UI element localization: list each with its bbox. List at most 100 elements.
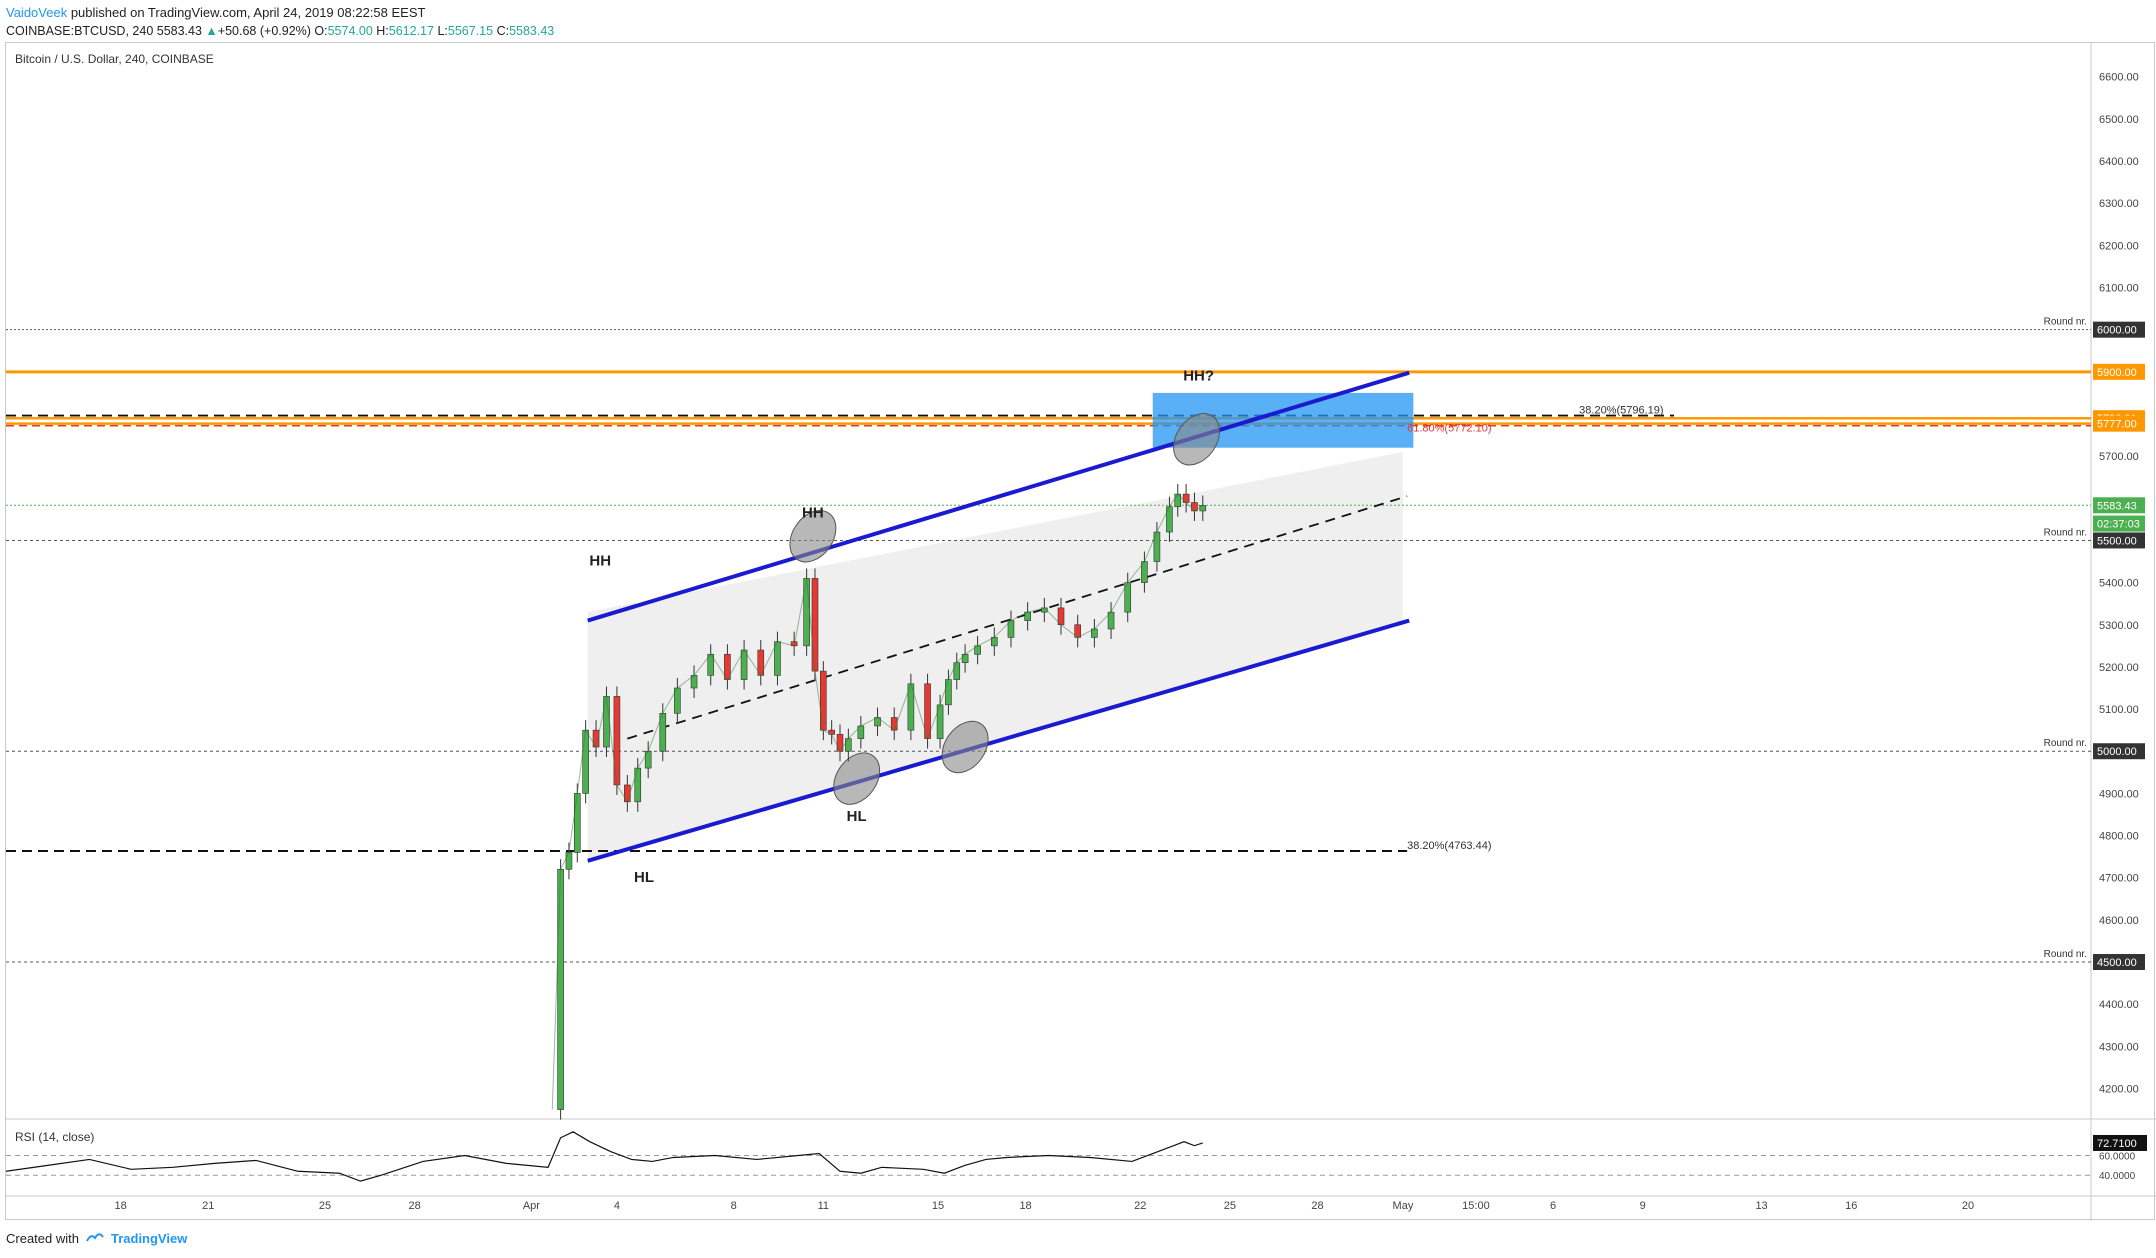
- y-tick-10: 5400.00: [2099, 578, 2139, 590]
- y-tick-16: 6500.00: [2099, 114, 2139, 126]
- price-line: [551, 493, 1204, 1110]
- ohlc-row: COINBASE:BTCUSD, 240 5583.43 ▲+50.68 (+0…: [6, 22, 554, 40]
- chart-canvas[interactable]: HH HH HH? HL HL 38.20%(5796.19) 61.80%(5772.10…: [6, 43, 2156, 1221]
- y-tick-2: 4400.00: [2099, 999, 2139, 1011]
- pattern-label-2: HH?: [1183, 367, 1214, 384]
- x-tick-6: 8: [731, 1200, 737, 1212]
- fib-label-2: 38.20%(4763.44): [1407, 840, 1491, 852]
- y-tick-8: 5200.00: [2099, 662, 2139, 674]
- x-tick-14: 15:00: [1462, 1200, 1490, 1212]
- price-badge-text-1: 5900.00: [2097, 367, 2137, 379]
- x-tick-16: 9: [1640, 1200, 1646, 1212]
- created-with-text: Created with: [6, 1231, 79, 1246]
- rsi-current-text: 72.7100: [2097, 1138, 2137, 1150]
- x-tick-1: 21: [202, 1200, 214, 1212]
- rsi-tick-1: 60.0000: [2099, 1152, 2136, 1163]
- open-value: 5574.00: [327, 24, 373, 38]
- y-tick-11: 5700.00: [2099, 451, 2139, 463]
- y-tick-17: 6600.00: [2099, 72, 2139, 84]
- low-label: L:: [437, 24, 448, 38]
- x-tick-2: 25: [319, 1200, 331, 1212]
- y-tick-9: 5300.00: [2099, 620, 2139, 632]
- round-label-2: Round nr.: [2044, 738, 2087, 749]
- price-badge-text-0: 6000.00: [2097, 325, 2137, 337]
- x-tick-11: 25: [1224, 1200, 1236, 1212]
- price-badge-6: [2093, 532, 2145, 549]
- x-tick-19: 20: [1962, 1200, 1974, 1212]
- close-value: 5583.43: [509, 24, 555, 38]
- published-text: published on TradingView.com, April 24, …: [70, 5, 426, 20]
- pattern-label-0: HH: [589, 553, 611, 570]
- x-tick-17: 13: [1755, 1200, 1767, 1212]
- candle-3: [573, 793, 581, 853]
- price-badge-text-3: 5777.00: [2097, 419, 2137, 431]
- tradingview-brand[interactable]: TradingView: [110, 1231, 188, 1246]
- x-tick-0: 18: [115, 1200, 127, 1212]
- swing-circle-0: [789, 510, 837, 563]
- round-label-0: Round nr.: [2044, 317, 2087, 328]
- candle-1: [557, 868, 564, 1110]
- y-tick-7: 5100.00: [2099, 704, 2139, 716]
- rsi-current-badge: [2093, 1134, 2147, 1151]
- y-tick-6: 4900.00: [2099, 788, 2139, 800]
- y-tick-1: 4300.00: [2099, 1041, 2139, 1053]
- price-badge-text-5: 02:37:03: [2097, 519, 2140, 531]
- y-tick-15: 6400.00: [2099, 156, 2139, 168]
- price-badge-0: [2093, 321, 2145, 338]
- tradingview-logo-icon: [85, 1231, 105, 1246]
- pattern-label-4: HL: [847, 808, 867, 825]
- x-tick-18: 16: [1845, 1200, 1857, 1212]
- pattern-label-3: HL: [634, 869, 654, 886]
- author-link[interactable]: VaidoVeek: [6, 5, 68, 20]
- price-badge-1: [2093, 363, 2145, 380]
- candle-22: [820, 670, 827, 731]
- price-badge-text-7: 5000.00: [2097, 746, 2137, 758]
- up-arrow-icon: ▲: [205, 24, 218, 38]
- y-tick-13: 6200.00: [2099, 240, 2139, 252]
- candle-49: [1182, 493, 1190, 503]
- y-tick-14: 6300.00: [2099, 198, 2139, 210]
- channel-upper-line: [587, 370, 1410, 623]
- price-badge-text-8: 4500.00: [2097, 957, 2137, 969]
- y-tick-0: 4200.00: [2099, 1083, 2139, 1095]
- candle-7: [613, 696, 621, 786]
- last-price: 5583.43: [156, 24, 202, 38]
- candle-33: [953, 662, 961, 680]
- price-badge-4: [2093, 497, 2145, 514]
- fib-label-0: 38.20%(5796.19): [1579, 405, 1663, 417]
- candle-34: [961, 653, 969, 664]
- x-tick-9: 18: [1019, 1200, 1031, 1212]
- round-label-3: Round nr.: [2044, 949, 2087, 960]
- swing-circle-1: [833, 752, 881, 805]
- y-tick-4: 4700.00: [2099, 873, 2139, 885]
- candle-6: [603, 696, 610, 748]
- swing-circle-3: [1173, 413, 1220, 466]
- high-value: 5612.17: [388, 24, 434, 38]
- low-value: 5567.15: [447, 24, 494, 38]
- rsi-line: [6, 1131, 1203, 1182]
- x-tick-10: 22: [1134, 1200, 1146, 1212]
- candle-2: [565, 852, 573, 870]
- candle-25: [845, 738, 852, 752]
- chart-header: VaidoVeek published on TradingView.com, …: [6, 4, 554, 40]
- price-badge-5: [2093, 515, 2145, 532]
- price-badge-text-4: 5583.43: [2097, 500, 2137, 512]
- candle-32: [945, 679, 952, 706]
- x-tick-7: 11: [818, 1200, 829, 1212]
- close-label: C:: [496, 24, 510, 38]
- price-badge-text-6: 5500.00: [2097, 535, 2137, 547]
- x-tick-12: 28: [1311, 1200, 1323, 1212]
- pattern-label-1: HH: [802, 504, 824, 521]
- round-label-1: Round nr.: [2044, 527, 2087, 538]
- chart-frame[interactable]: HH HH HH? HL HL 38.20%(5796.19) 61.80%(5772.10…: [5, 42, 2156, 1221]
- y-tick-5: 4800.00: [2099, 831, 2139, 843]
- x-tick-8: 15: [932, 1200, 944, 1212]
- candle-4: [582, 729, 589, 794]
- footer: Created with TradingView: [6, 1231, 187, 1246]
- candle-9: [634, 767, 642, 803]
- y-tick-3: 4600.00: [2099, 915, 2139, 927]
- x-tick-4: Apr: [523, 1200, 540, 1212]
- y-tick-12: 6100.00: [2099, 283, 2139, 295]
- candle-21: [811, 578, 819, 672]
- x-tick-3: 28: [409, 1200, 421, 1212]
